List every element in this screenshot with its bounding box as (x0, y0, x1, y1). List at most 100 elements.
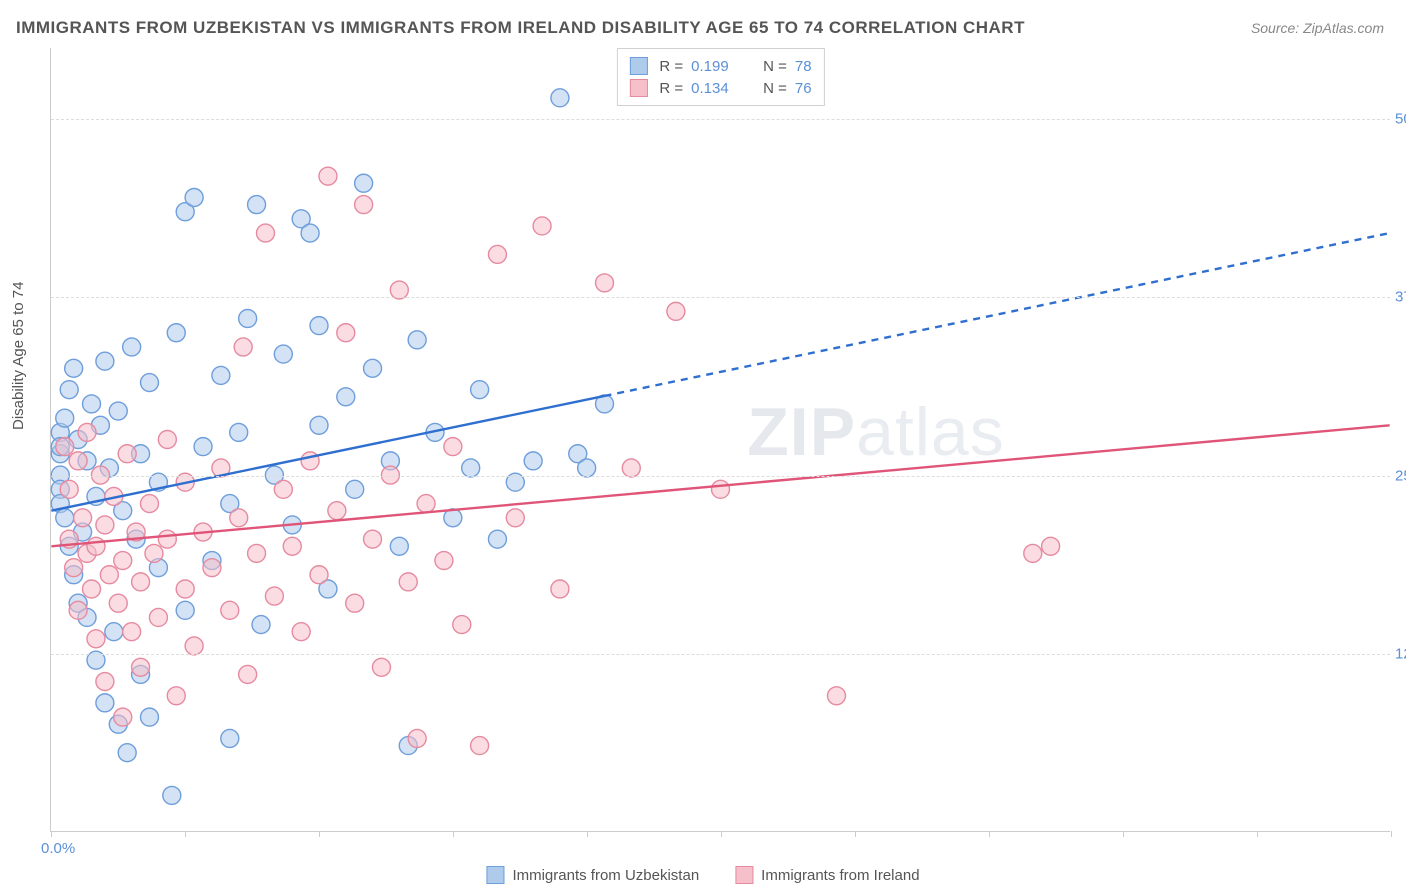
scatter-point (390, 281, 408, 299)
x-axis-min-label: 0.0% (41, 840, 75, 857)
scatter-point (158, 530, 176, 548)
scatter-point (274, 480, 292, 498)
scatter-point (114, 552, 132, 570)
scatter-point (96, 516, 114, 534)
scatter-point (100, 566, 118, 584)
scatter-point (141, 374, 159, 392)
scatter-point (109, 402, 127, 420)
scatter-point (212, 366, 230, 384)
scatter-point (114, 708, 132, 726)
scatter-point (248, 196, 266, 214)
scatter-point (310, 566, 328, 584)
scatter-point (221, 601, 239, 619)
scatter-point (488, 245, 506, 263)
trend-line-dashed (605, 233, 1390, 396)
scatter-point (230, 423, 248, 441)
scatter-point (256, 224, 274, 242)
scatter-point (274, 345, 292, 363)
x-tick (1257, 831, 1258, 837)
scatter-point (444, 438, 462, 456)
scatter-point (56, 509, 74, 527)
scatter-point (712, 480, 730, 498)
scatter-point (87, 537, 105, 555)
scatter-point (364, 359, 382, 377)
scatter-point (328, 502, 346, 520)
scatter-point (60, 381, 78, 399)
x-tick (51, 831, 52, 837)
scatter-point (87, 630, 105, 648)
scatter-point (248, 544, 266, 562)
legend-item-uzbekistan: Immigrants from Uzbekistan (486, 866, 699, 884)
scatter-point (408, 729, 426, 747)
x-tick (1391, 831, 1392, 837)
scatter-point (390, 537, 408, 555)
scatter-point (118, 744, 136, 762)
scatter-point (56, 409, 74, 427)
scatter-point (827, 687, 845, 705)
scatter-point (533, 217, 551, 235)
scatter-point (185, 637, 203, 655)
y-tick-label: 12.5% (1395, 645, 1406, 662)
y-tick-label: 50.0% (1395, 111, 1406, 128)
scatter-svg (51, 48, 1390, 831)
y-axis-label: Disability Age 65 to 74 (10, 282, 27, 430)
scatter-point (622, 459, 640, 477)
legend-label-uzbekistan: Immigrants from Uzbekistan (512, 867, 699, 884)
swatch-ireland-bottom (735, 866, 753, 884)
chart-title: IMMIGRANTS FROM UZBEKISTAN VS IMMIGRANTS… (16, 18, 1025, 38)
scatter-point (462, 459, 480, 477)
scatter-point (551, 580, 569, 598)
scatter-point (234, 338, 252, 356)
scatter-point (167, 324, 185, 342)
scatter-point (176, 580, 194, 598)
scatter-point (551, 89, 569, 107)
chart-plot-area: ZIPatlas R = 0.199 N = 78 R = 0.134 N = … (50, 48, 1390, 832)
scatter-point (239, 310, 257, 328)
swatch-uzbekistan-bottom (486, 866, 504, 884)
gridline (51, 119, 1390, 120)
gridline (51, 297, 1390, 298)
scatter-point (435, 552, 453, 570)
scatter-point (83, 580, 101, 598)
scatter-point (355, 196, 373, 214)
scatter-point (96, 694, 114, 712)
scatter-point (167, 687, 185, 705)
scatter-point (310, 317, 328, 335)
x-tick (1123, 831, 1124, 837)
n-label: N = (763, 80, 787, 97)
source-attribution: Source: ZipAtlas.com (1251, 20, 1384, 36)
scatter-point (185, 188, 203, 206)
scatter-point (337, 324, 355, 342)
scatter-point (123, 623, 141, 641)
scatter-point (83, 395, 101, 413)
gridline (51, 654, 1390, 655)
x-tick (319, 831, 320, 837)
scatter-point (239, 665, 257, 683)
scatter-point (319, 167, 337, 185)
scatter-point (471, 737, 489, 755)
scatter-point (78, 423, 96, 441)
scatter-point (301, 224, 319, 242)
scatter-point (65, 359, 83, 377)
x-tick (185, 831, 186, 837)
scatter-point (417, 495, 435, 513)
gridline (51, 476, 1390, 477)
scatter-point (141, 495, 159, 513)
legend-row-ireland: R = 0.134 N = 76 (629, 77, 811, 99)
y-tick-label: 25.0% (1395, 467, 1406, 484)
scatter-point (60, 480, 78, 498)
scatter-point (203, 559, 221, 577)
scatter-point (346, 480, 364, 498)
scatter-point (149, 608, 167, 626)
scatter-point (230, 509, 248, 527)
r-label: R = (659, 58, 683, 75)
scatter-point (355, 174, 373, 192)
x-tick (989, 831, 990, 837)
legend-item-ireland: Immigrants from Ireland (735, 866, 919, 884)
scatter-point (364, 530, 382, 548)
scatter-point (69, 601, 87, 619)
n-value-ireland: 76 (795, 80, 812, 97)
scatter-point (123, 338, 141, 356)
swatch-ireland (629, 79, 647, 97)
scatter-point (265, 587, 283, 605)
